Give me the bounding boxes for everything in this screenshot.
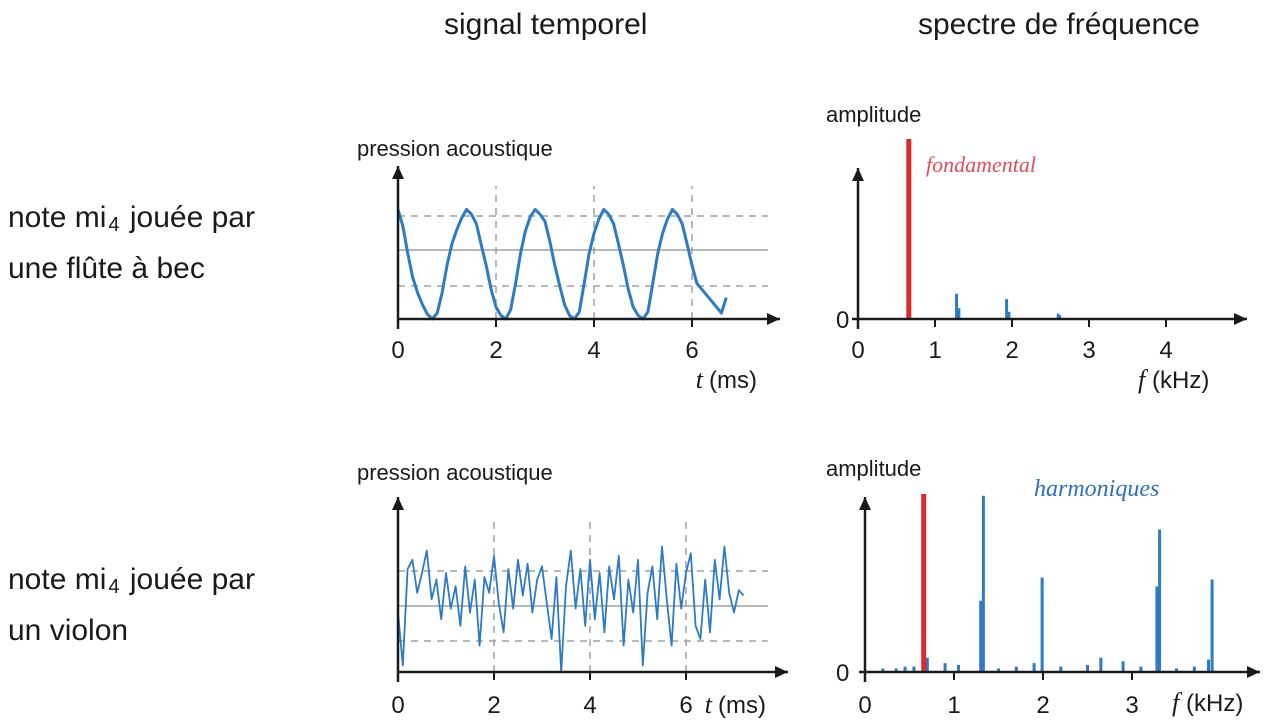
row-label-flute-line2: une flûte à bec <box>8 252 205 285</box>
violin_spectrum-xtick-label-0: 0 <box>858 692 871 719</box>
violin_spectrum-xtick-label-1: 1 <box>947 692 960 719</box>
violin_time-xtick-label-1: 2 <box>487 692 500 719</box>
row-label-violon-sub: 4 <box>108 576 120 598</box>
flute_spectrum-x-axis-head <box>1234 313 1247 325</box>
row-label-flute-pre: note mi <box>8 201 107 234</box>
violin_spectrum-annotation: harmoniques <box>1034 476 1159 502</box>
header-signal-temporel: signal temporel <box>444 8 648 41</box>
flute_time-xtick-label-0: 0 <box>391 337 404 364</box>
flute_time-xtick-label-3: 6 <box>685 337 698 364</box>
flute_time-xlabel-var: t <box>696 365 704 394</box>
violin_time-xlabel-unit: (ms) <box>718 692 766 719</box>
violin_time-xtick-label-0: 0 <box>391 692 404 719</box>
violin_spectrum-y-axis-head <box>859 497 871 510</box>
flute_spectrum-xtick-label-4: 4 <box>1159 337 1172 364</box>
flute_time-xlabel-unit: (ms) <box>709 367 757 394</box>
flute_spectrum-ytick-label-0: 0 <box>836 307 849 334</box>
flute_time-xtick-label-1: 2 <box>489 337 502 364</box>
violin_time-x-axis-head <box>775 666 788 678</box>
row-label-violon-post: jouée par <box>121 563 255 596</box>
row-label-violon-pre: note mi <box>8 563 107 596</box>
violin_time-ylabel: pression acoustique <box>357 460 553 485</box>
flute_spectrum-annotation: fondamental <box>926 152 1036 177</box>
violin_time-y-axis-head <box>392 497 404 510</box>
flute_time-signal-line <box>396 208 728 321</box>
violin_time-xtick-label-3: 6 <box>679 692 692 719</box>
flute_spectrum-y-axis-head <box>852 168 864 181</box>
flute_spectrum-xtick-label-3: 3 <box>1082 337 1095 364</box>
row-label-violon: note mi 4 jouée par un violon <box>8 558 255 653</box>
flute_spectrum-xlabel-var: f <box>1138 365 1149 394</box>
violin_spectrum-xlabel-unit: (kHz) <box>1186 690 1243 717</box>
flute_spectrum-xlabel-unit: (kHz) <box>1152 367 1209 394</box>
violin_time-xlabel-var: t <box>705 690 713 719</box>
violin_spectrum-x-axis-head <box>1247 666 1260 678</box>
violin_time-xtick-label-2: 4 <box>583 692 596 719</box>
flute_time-x-axis-head <box>767 313 780 325</box>
violin_spectrum-xtick-label-3: 3 <box>1125 692 1138 719</box>
violin_time-signal-line <box>397 545 745 673</box>
row-label-flute: note mi 4 jouée par une flûte à bec <box>8 196 255 291</box>
flute_time-y-axis-head <box>392 166 404 179</box>
row-label-flute-sub: 4 <box>108 214 120 236</box>
violin_spectrum-ytick-label-0: 0 <box>836 660 849 687</box>
flute_time-xtick-label-2: 4 <box>587 337 600 364</box>
flute_time-ylabel: pression acoustique <box>357 136 553 161</box>
flute_spectrum-xtick-label-1: 1 <box>928 337 941 364</box>
violin_spectrum-xlabel-var: f <box>1172 688 1183 717</box>
flute_spectrum-xtick-label-2: 2 <box>1005 337 1018 364</box>
flute_spectrum-ylabel: amplitude <box>826 102 921 127</box>
violin_spectrum-xtick-label-2: 2 <box>1036 692 1049 719</box>
row-label-violon-line2: un violon <box>8 614 129 647</box>
violin_spectrum-ylabel: amplitude <box>826 456 921 481</box>
row-label-flute-post: jouée par <box>121 201 255 234</box>
flute_spectrum-xtick-label-0: 0 <box>851 337 864 364</box>
header-spectre-frequence: spectre de fréquence <box>918 8 1200 41</box>
